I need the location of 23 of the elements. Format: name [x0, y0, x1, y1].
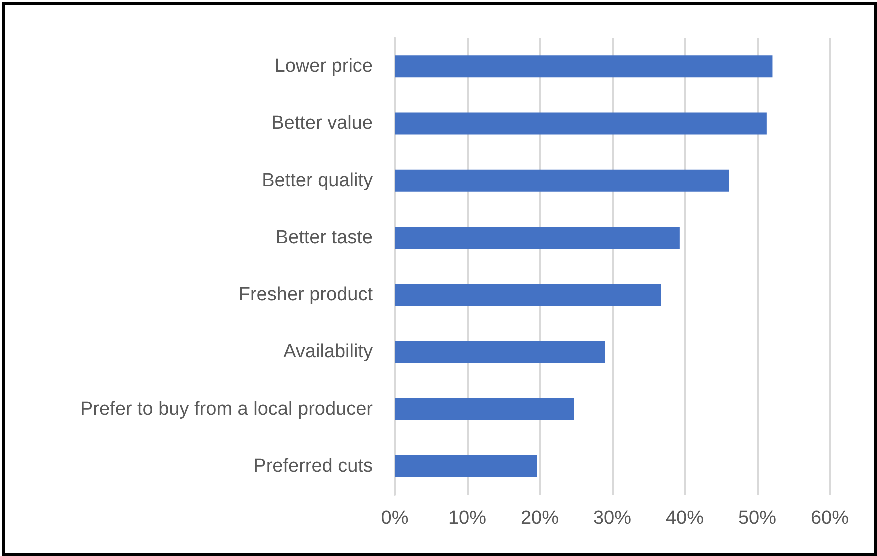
bar [395, 56, 773, 78]
x-tick-label: 30% [593, 508, 632, 529]
y-tick-label: Preferred cuts [254, 456, 373, 477]
x-tick-label: 10% [448, 508, 487, 529]
y-tick-label: Better taste [276, 227, 373, 248]
y-tick-label: Lower price [274, 56, 373, 78]
bar [395, 284, 662, 306]
y-tick-label: Availability [284, 342, 374, 363]
y-tick-label: Prefer to buy from a local producer [80, 398, 374, 420]
x-tick-label: 20% [520, 508, 560, 529]
bar [395, 226, 680, 249]
y-tick-label: Better quality [262, 170, 374, 192]
x-tick-label: 50% [738, 508, 777, 529]
x-tick-label: 40% [666, 508, 704, 529]
bar [395, 112, 767, 135]
x-tick-label: 60% [810, 508, 850, 529]
bar [395, 170, 730, 192]
bar [395, 455, 538, 478]
x-tick-label: 0% [381, 508, 409, 529]
y-tick-label: Better value [272, 113, 373, 134]
y-tick-label: Fresher product [238, 284, 374, 306]
bar [395, 341, 606, 364]
bar [395, 398, 574, 420]
